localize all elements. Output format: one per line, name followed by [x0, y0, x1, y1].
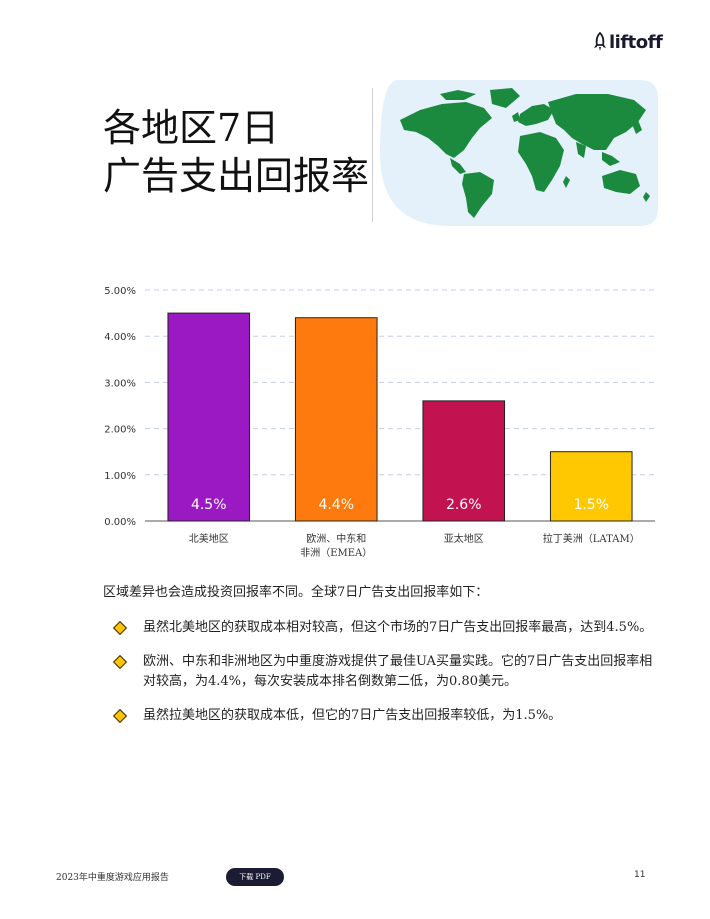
rocket-icon	[594, 32, 606, 51]
roas-bar-chart: 0.00% 1.00% 2.00% 3.00% 4.00% 5.00% 4.5% 北美地区 4.…	[104, 286, 655, 559]
diamond-bullet-icon	[112, 708, 128, 724]
bullet-item-emea: 欧洲、中东和非洲地区为中重度游戏提供了最佳UA买量实践。它的7日广告支出回报率相…	[103, 652, 663, 692]
bar-value-label: 1.5%	[573, 497, 609, 513]
y-tick-label: 3.00%	[104, 378, 136, 389]
bar	[549, 451, 633, 522]
title-divider	[372, 88, 373, 222]
title-line-1: 各地区7日	[103, 106, 280, 150]
report-name: 2023年中重度游戏应用报告	[56, 873, 169, 883]
liftoff-logo: liftoff	[593, 30, 665, 54]
download-pdf-button[interactable]: 下载 PDF	[226, 868, 284, 886]
bar-value-label: 2.6%	[446, 497, 482, 513]
x-tick-label: 亚太地区	[444, 532, 484, 545]
y-tick-label: 1.00%	[104, 471, 136, 482]
bullet-text: 欧洲、中东和非洲地区为中重度游戏提供了最佳UA买量实践。它的7日广告支出回报率相…	[143, 654, 653, 689]
page-title: 各地区7日 广告支出回报率	[103, 104, 373, 200]
y-tick-label: 0.00%	[104, 517, 136, 528]
y-tick-label: 2.00%	[104, 425, 136, 436]
y-tick-label: 4.00%	[104, 332, 136, 343]
bar	[422, 400, 506, 522]
bar-value-label: 4.5%	[191, 497, 227, 513]
world-map-illustration	[380, 80, 658, 226]
page-number: 11	[634, 870, 646, 880]
bullet-item-latam: 虽然拉美地区的获取成本低，但它的7日广告支出回报率较低，为1.5%。	[103, 706, 663, 726]
diamond-bullet-icon	[112, 654, 128, 670]
logo-text: liftoff	[609, 31, 663, 53]
x-tick-label: 非洲（EMEA）	[300, 547, 372, 559]
bullet-list: 虽然北美地区的获取成本相对较高，但这个市场的7日广告支出回报率最高，达到4.5%…	[103, 618, 663, 740]
x-tick-label: 北美地区	[189, 532, 229, 545]
x-tick-label: 拉丁美洲（LATAM）	[543, 532, 640, 545]
diamond-bullet-icon	[112, 620, 128, 636]
bullet-text: 虽然拉美地区的获取成本低，但它的7日广告支出回报率较低，为1.5%。	[143, 708, 562, 723]
y-tick-label: 5.00%	[104, 286, 136, 297]
x-tick-label: 欧洲、中东和	[306, 532, 366, 545]
bar	[167, 312, 251, 522]
bullet-text: 虽然北美地区的获取成本相对较高，但这个市场的7日广告支出回报率最高，达到4.5%…	[143, 620, 653, 635]
intro-text: 区域差异也会造成投资回报率不同。全球7日广告支出回报率如下：	[103, 585, 489, 600]
title-line-2: 广告支出回报率	[103, 154, 370, 198]
bar-value-label: 4.4%	[318, 497, 354, 513]
bullet-item-north-america: 虽然北美地区的获取成本相对较高，但这个市场的7日广告支出回报率最高，达到4.5%…	[103, 618, 663, 638]
bar	[294, 317, 378, 522]
